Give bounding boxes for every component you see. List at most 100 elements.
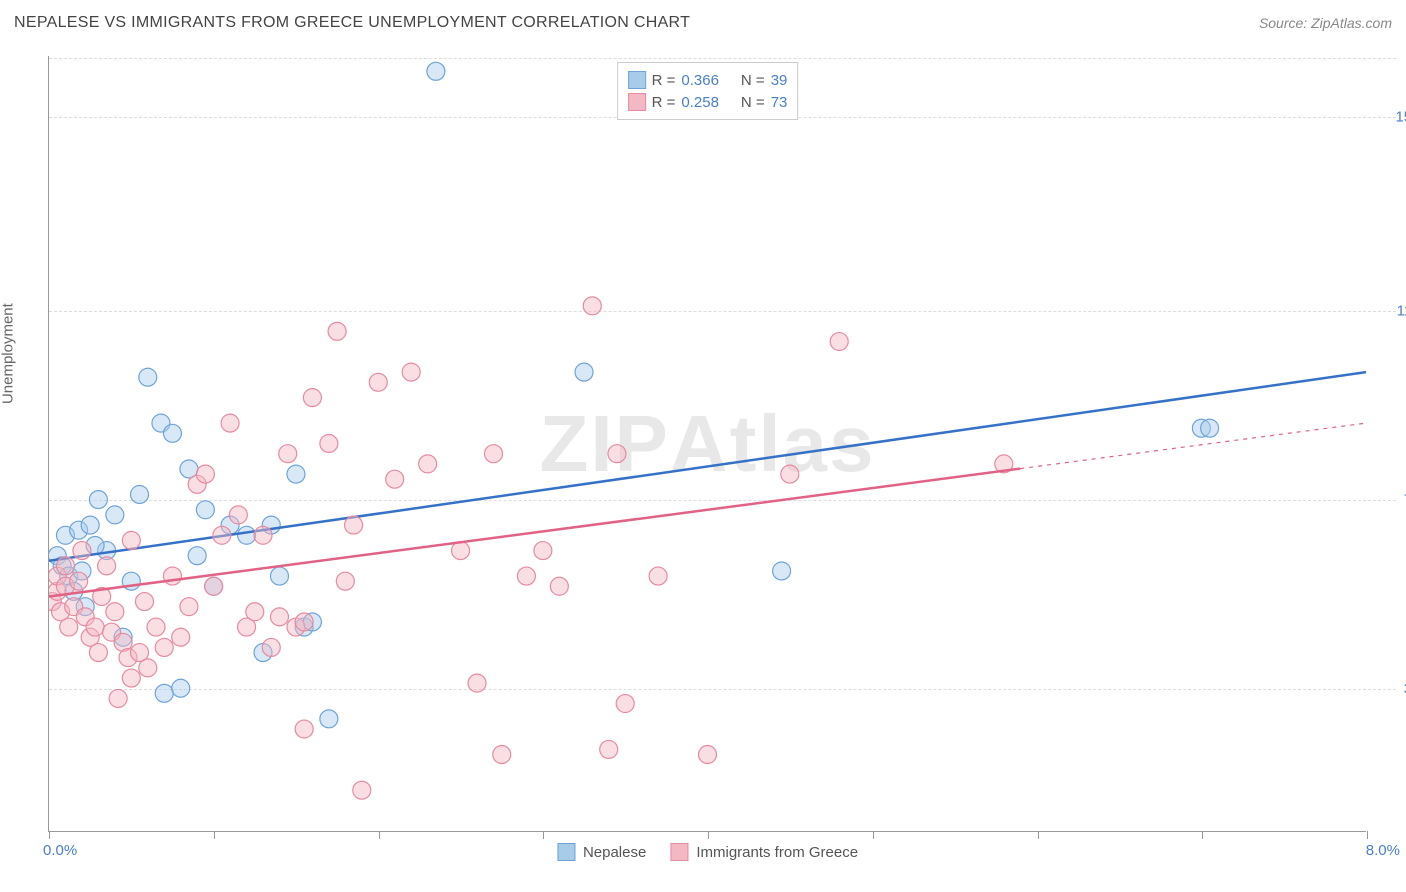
legend-item: Immigrants from Greece [670, 843, 858, 861]
x-max-label: 8.0% [1366, 842, 1400, 859]
scatter-point [270, 608, 288, 626]
legend-label: Nepalese [583, 844, 646, 861]
legend-n-value: 73 [771, 94, 788, 111]
scatter-point [139, 659, 157, 677]
y-axis-label: Unemployment [0, 303, 17, 404]
scatter-point [320, 710, 338, 728]
scatter-point [419, 455, 437, 473]
scatter-point [781, 465, 799, 483]
scatter-point [303, 389, 321, 407]
scatter-point [196, 501, 214, 519]
scatter-point [98, 557, 116, 575]
scatter-point [295, 613, 313, 631]
scatter-point [81, 516, 99, 534]
scatter-point [649, 567, 667, 585]
legend-r-label: R = [652, 72, 676, 89]
y-tick-label: 11.2% [1378, 303, 1406, 320]
x-min-label: 0.0% [43, 842, 77, 859]
x-tick [49, 831, 50, 839]
scatter-point [135, 593, 153, 611]
plot-svg [49, 56, 1366, 831]
legend-label: Immigrants from Greece [696, 844, 858, 861]
scatter-point [279, 445, 297, 463]
scatter-point [575, 363, 593, 381]
plot-area: ZIPAtlas R =0.366N =39R =0.258N =73 Nepa… [48, 56, 1366, 832]
scatter-point [550, 577, 568, 595]
scatter-point [254, 526, 272, 544]
scatter-point [583, 297, 601, 315]
scatter-point [163, 424, 181, 442]
legend-series: Nepalese Immigrants from Greece [557, 843, 858, 861]
scatter-point [386, 470, 404, 488]
scatter-point [147, 618, 165, 636]
legend-n-label: N = [741, 94, 765, 111]
scatter-point [188, 547, 206, 565]
scatter-point [402, 363, 420, 381]
scatter-point [270, 567, 288, 585]
scatter-point [830, 333, 848, 351]
scatter-point [336, 572, 354, 590]
x-tick [214, 831, 215, 839]
legend-stats: R = 0.366 N = 39 R = 0.258 N = 73 [617, 62, 799, 120]
scatter-point [89, 491, 107, 509]
scatter-point [122, 531, 140, 549]
x-tick [543, 831, 544, 839]
chart-title: NEPALESE VS IMMIGRANTS FROM GREECE UNEMP… [14, 14, 690, 32]
scatter-point [229, 506, 247, 524]
scatter-point [262, 638, 280, 656]
legend-swatch [557, 843, 575, 861]
source-label: Source: ZipAtlas.com [1259, 15, 1392, 31]
scatter-point [468, 674, 486, 692]
scatter-point [427, 62, 445, 80]
scatter-point [699, 746, 717, 764]
x-tick [1202, 831, 1203, 839]
scatter-point [205, 577, 223, 595]
scatter-point [122, 669, 140, 687]
scatter-point [56, 557, 74, 575]
scatter-point [180, 598, 198, 616]
scatter-point [73, 542, 91, 560]
legend-n-value: 39 [771, 72, 788, 89]
legend-stats-row: R = 0.258 N = 73 [628, 91, 788, 113]
scatter-point [320, 435, 338, 453]
scatter-point [773, 562, 791, 580]
legend-swatch [670, 843, 688, 861]
y-tick-label: 7.5% [1378, 492, 1406, 509]
scatter-point [172, 679, 190, 697]
scatter-point [109, 689, 127, 707]
legend-swatch [628, 71, 646, 89]
scatter-point [517, 567, 535, 585]
legend-swatch [628, 93, 646, 111]
legend-r-value: 0.258 [681, 94, 719, 111]
scatter-point [353, 781, 371, 799]
x-tick [873, 831, 874, 839]
legend-r-value: 0.366 [681, 72, 719, 89]
scatter-point [106, 506, 124, 524]
scatter-point [106, 603, 124, 621]
x-tick [708, 831, 709, 839]
legend-r-label: R = [652, 94, 676, 111]
scatter-point [238, 526, 256, 544]
scatter-point [139, 368, 157, 386]
scatter-point [131, 485, 149, 503]
scatter-point [328, 322, 346, 340]
scatter-point [155, 684, 173, 702]
scatter-point [70, 572, 88, 590]
scatter-point [196, 465, 214, 483]
scatter-point [213, 526, 231, 544]
trend-line [49, 372, 1366, 561]
scatter-point [221, 414, 239, 432]
scatter-point [484, 445, 502, 463]
scatter-point [345, 516, 363, 534]
y-tick-label: 3.8% [1378, 681, 1406, 698]
x-tick [1367, 831, 1368, 839]
scatter-point [163, 567, 181, 585]
scatter-point [60, 618, 78, 636]
scatter-point [369, 373, 387, 391]
y-tick-label: 15.0% [1378, 109, 1406, 126]
scatter-point [246, 603, 264, 621]
scatter-point [86, 618, 104, 636]
scatter-point [493, 746, 511, 764]
scatter-point [295, 720, 313, 738]
scatter-point [287, 465, 305, 483]
